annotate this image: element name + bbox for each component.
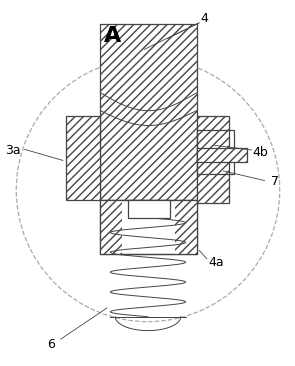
Bar <box>100 23 196 200</box>
Bar <box>100 200 122 254</box>
Bar <box>66 116 100 200</box>
Bar <box>100 200 122 254</box>
Text: 3a: 3a <box>5 144 21 157</box>
Bar <box>100 23 196 200</box>
Text: 4b: 4b <box>252 146 268 159</box>
Bar <box>100 200 196 254</box>
Bar <box>128 200 170 218</box>
Text: 4a: 4a <box>208 256 224 269</box>
Text: A: A <box>104 26 121 46</box>
Bar <box>196 116 229 203</box>
Bar <box>100 200 196 254</box>
Bar <box>196 131 234 174</box>
Bar <box>196 148 247 162</box>
Text: 7: 7 <box>271 175 278 188</box>
Bar <box>196 148 247 162</box>
Bar <box>66 116 100 200</box>
Text: 6: 6 <box>47 338 55 351</box>
Bar <box>175 200 196 254</box>
Text: 4: 4 <box>201 12 209 25</box>
Bar <box>196 116 229 203</box>
Bar <box>175 200 196 254</box>
